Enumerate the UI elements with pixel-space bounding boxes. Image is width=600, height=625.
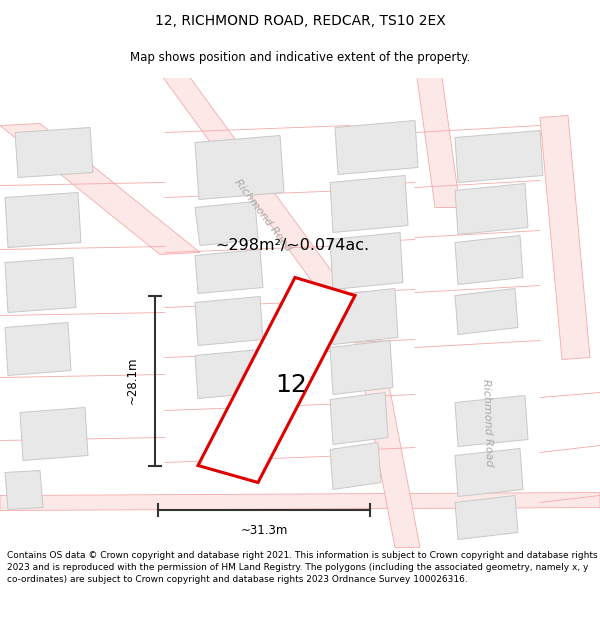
- Polygon shape: [330, 392, 388, 444]
- Polygon shape: [5, 192, 81, 248]
- Polygon shape: [0, 124, 200, 254]
- Text: ~298m²/~0.074ac.: ~298m²/~0.074ac.: [215, 238, 369, 253]
- Polygon shape: [330, 442, 381, 489]
- Polygon shape: [198, 278, 355, 482]
- Polygon shape: [455, 289, 518, 334]
- Polygon shape: [0, 492, 600, 511]
- Polygon shape: [417, 78, 460, 208]
- Polygon shape: [163, 78, 380, 338]
- Polygon shape: [5, 471, 43, 509]
- Text: 12, RICHMOND ROAD, REDCAR, TS10 2EX: 12, RICHMOND ROAD, REDCAR, TS10 2EX: [155, 14, 445, 28]
- Polygon shape: [330, 341, 393, 394]
- Polygon shape: [195, 249, 263, 294]
- Polygon shape: [330, 289, 398, 344]
- Polygon shape: [195, 136, 284, 199]
- Polygon shape: [355, 338, 420, 548]
- Polygon shape: [15, 127, 93, 177]
- Polygon shape: [330, 232, 403, 289]
- Text: Richmond Road: Richmond Road: [481, 379, 494, 466]
- Polygon shape: [540, 116, 590, 359]
- Polygon shape: [455, 131, 543, 182]
- Text: ~28.1m: ~28.1m: [125, 357, 139, 404]
- Polygon shape: [5, 258, 76, 312]
- Polygon shape: [335, 121, 418, 174]
- Polygon shape: [455, 449, 523, 496]
- Text: 12: 12: [275, 373, 307, 398]
- Polygon shape: [455, 236, 523, 284]
- Polygon shape: [455, 396, 528, 446]
- Text: Map shows position and indicative extent of the property.: Map shows position and indicative extent…: [130, 51, 470, 64]
- Text: Richmond Road: Richmond Road: [233, 177, 293, 254]
- Polygon shape: [195, 296, 263, 346]
- Polygon shape: [20, 408, 88, 461]
- Polygon shape: [455, 496, 518, 539]
- Polygon shape: [195, 201, 258, 246]
- Text: Contains OS data © Crown copyright and database right 2021. This information is : Contains OS data © Crown copyright and d…: [7, 551, 598, 584]
- Polygon shape: [330, 176, 408, 232]
- Polygon shape: [5, 322, 71, 376]
- Polygon shape: [195, 349, 263, 399]
- Text: ~31.3m: ~31.3m: [241, 524, 287, 537]
- Polygon shape: [455, 184, 528, 234]
